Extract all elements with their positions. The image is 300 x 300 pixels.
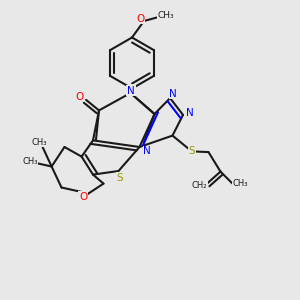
Text: N: N bbox=[143, 146, 151, 157]
Text: CH₃: CH₃ bbox=[22, 158, 38, 166]
Text: N: N bbox=[169, 88, 177, 99]
Text: CH₃: CH₃ bbox=[32, 138, 47, 147]
Text: O: O bbox=[136, 14, 144, 24]
Text: N: N bbox=[186, 108, 194, 118]
Text: O: O bbox=[75, 92, 84, 102]
Text: N: N bbox=[128, 85, 136, 95]
Text: CH₃: CH₃ bbox=[232, 179, 248, 188]
Text: CH₃: CH₃ bbox=[158, 11, 174, 20]
Text: N: N bbox=[127, 85, 134, 96]
Text: S: S bbox=[189, 146, 195, 156]
Text: O: O bbox=[79, 191, 87, 202]
Text: S: S bbox=[116, 172, 123, 183]
Text: CH₂: CH₂ bbox=[192, 182, 207, 190]
